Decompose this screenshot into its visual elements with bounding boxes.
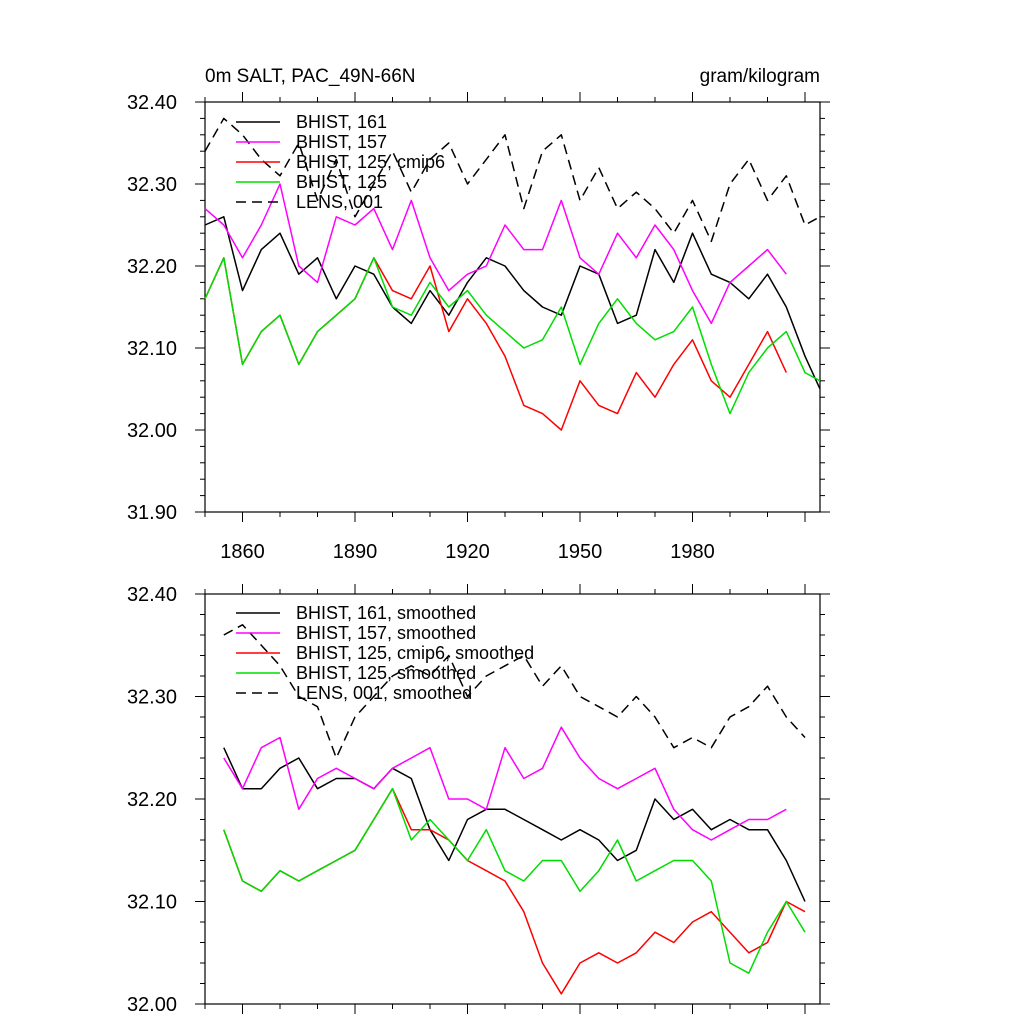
series-line-2 [223, 787, 806, 995]
series-line-2 [204, 257, 787, 431]
y-tick-label: 32.00 [127, 994, 177, 1016]
series-line-3 [223, 787, 806, 974]
y-tick-label: 32.40 [127, 584, 177, 606]
x-tick-label: 1920 [445, 541, 490, 563]
y-tick-label: 32.20 [127, 256, 177, 278]
legend-label: BHIST, 125, cmip6, smoothed [296, 643, 534, 663]
legend-label: BHIST, 125 [296, 172, 387, 192]
series-line-0 [204, 216, 821, 390]
x-tick-label: 1980 [670, 541, 715, 563]
legend-label: BHIST, 125, smoothed [296, 663, 476, 683]
y-tick-label: 32.00 [127, 420, 177, 442]
series-line-0 [223, 747, 806, 902]
top-title-left: 0m SALT, PAC_49N-66N [205, 66, 416, 87]
series-line-1 [204, 183, 787, 325]
y-tick-label: 32.40 [127, 92, 177, 114]
series-line-1 [223, 726, 787, 841]
y-tick-label: 32.10 [127, 892, 177, 914]
x-tick-label: 1860 [220, 541, 265, 563]
legend-label: BHIST, 125, cmip6 [296, 152, 445, 172]
x-tick-label: 1950 [558, 541, 603, 563]
y-tick-label: 32.30 [127, 687, 177, 709]
x-tick-label: 1890 [333, 541, 378, 563]
y-tick-label: 31.90 [127, 502, 177, 524]
series-line-4 [223, 624, 806, 759]
legend-label: LENS, 001, smoothed [296, 683, 472, 703]
bottom-panel: 32.00 32.10 32.20 32.30 32.40 BHIST, 161, smo… [127, 584, 830, 1016]
y-tick-label: 32.20 [127, 789, 177, 811]
y-tick-label: 32.30 [127, 174, 177, 196]
legend-label: LENS, 001 [296, 192, 383, 212]
legend-label: BHIST, 157, smoothed [296, 623, 476, 643]
top-title-right: gram/kilogram [700, 66, 820, 87]
y-tick-label: 32.10 [127, 338, 177, 360]
top-panel: 31.90 32.00 32.10 32.20 32.30 32.40 1860 1890 19… [127, 92, 830, 563]
legend-label: BHIST, 157 [296, 132, 387, 152]
legend-label: BHIST, 161 [296, 112, 387, 132]
series-line-3 [204, 257, 821, 415]
plot-frame [204, 101, 821, 513]
legend-label: BHIST, 161, smoothed [296, 603, 476, 623]
